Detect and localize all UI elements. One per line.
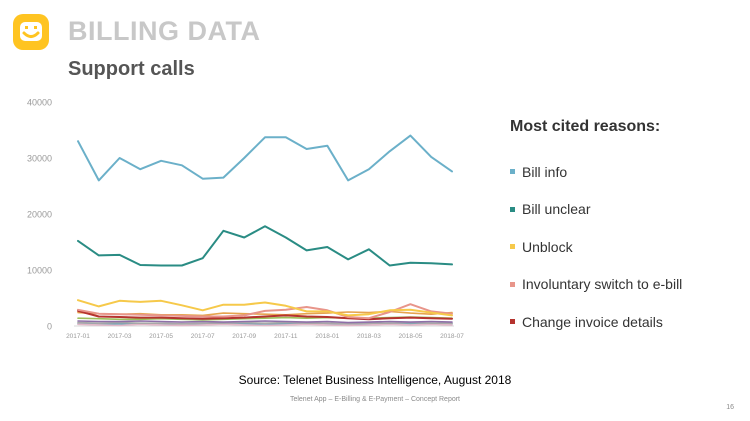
x-tick-label: 2017-11 [274, 333, 298, 340]
series-line-other-reason-5 [77, 323, 453, 327]
page-subtitle: Support calls [68, 58, 195, 80]
legend-title: Most cited reasons: [510, 118, 661, 135]
page-number: 16 [726, 404, 734, 411]
x-axis: 2017-01 2017-03 2017-05 2017-07 2017-09 2017-… [66, 325, 464, 340]
x-tick-label: 2017-07 [191, 333, 215, 340]
x-tick-label: 2017-09 [232, 333, 256, 340]
series-line-bill-unclear [77, 225, 453, 267]
series-line-unblock [77, 299, 453, 317]
legend-item: Unblock [510, 228, 682, 266]
x-tick-label: 2017-01 [66, 333, 90, 340]
legend-label: Bill info [522, 163, 568, 180]
source-note: Source: Telenet Business Intelligence, A… [238, 373, 512, 387]
legend-swatch [510, 169, 515, 175]
y-tick-label: 10000 [27, 266, 52, 276]
x-tick-label: 2017-03 [108, 333, 132, 340]
legend-items: Bill info Bill unclear Unblock Involuntary … [510, 153, 682, 341]
legend-item: Change invoice details [510, 303, 682, 341]
series-layer [77, 134, 453, 327]
y-tick-label: 40000 [27, 98, 52, 108]
legend-label: Bill unclear [522, 201, 591, 218]
telenet-logo [13, 14, 49, 50]
series-line-other-reason-3 [77, 320, 453, 324]
page-title: BILLING DATA [68, 16, 261, 46]
legend-label: Change invoice details [522, 313, 663, 330]
legend-swatch [510, 319, 515, 325]
x-tick-label: 2018-05 [399, 333, 423, 340]
legend: Most cited reasons: Bill info Bill unclea… [510, 118, 682, 341]
legend-swatch [510, 244, 515, 250]
footer-text: Telenet App – E-Billing & E-Payment – Co… [289, 396, 461, 403]
legend-label: Unblock [522, 238, 573, 255]
series-line-involuntary-switch-to-e-bill [77, 303, 453, 320]
series-line-bill-info [77, 134, 453, 182]
series-line-change-invoice-details [77, 309, 453, 321]
x-tick-label: 2017-05 [149, 333, 173, 340]
legend-item: Bill info [510, 153, 682, 191]
series-line-other-reason-4 [77, 321, 453, 325]
y-tick-label: 20000 [27, 210, 52, 220]
y-axis: 0 10000 20000 30000 40000 [27, 98, 52, 332]
legend-swatch [510, 206, 515, 212]
x-tick-label: 2018-01 [315, 333, 339, 340]
legend-label: Involuntary switch to e-bill [522, 276, 683, 293]
legend-item: Involuntary switch to e-bill [510, 266, 682, 304]
legend-swatch [510, 281, 515, 287]
legend-item: Bill unclear [510, 191, 682, 229]
x-tick-label: 2018-03 [357, 333, 381, 340]
y-tick-label: 0 [47, 322, 52, 332]
y-tick-label: 30000 [27, 154, 52, 164]
x-tick-label: 2018-07 [440, 333, 464, 340]
